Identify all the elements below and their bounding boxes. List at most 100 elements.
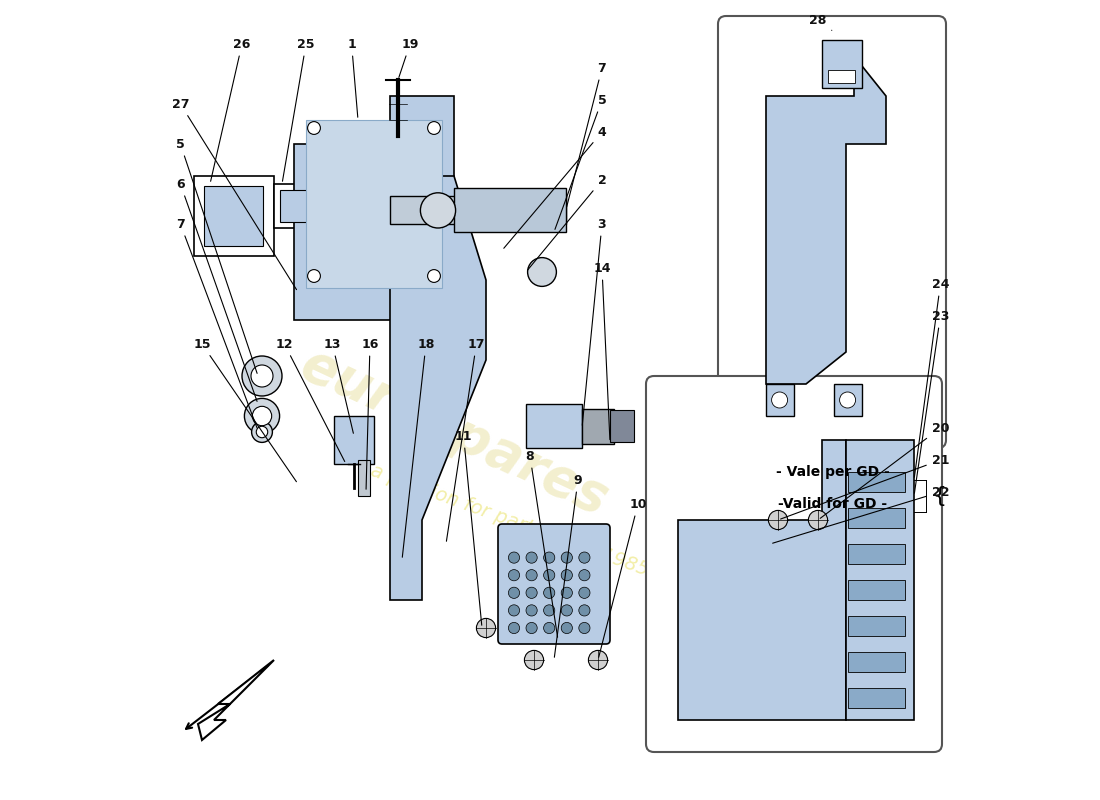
Circle shape [508,587,519,598]
Circle shape [242,356,282,396]
Circle shape [526,570,537,581]
Text: 3: 3 [582,218,606,426]
Circle shape [579,570,590,581]
Bar [828,70,855,83]
Text: 15: 15 [194,338,296,482]
Circle shape [508,622,519,634]
Bar [846,440,914,720]
Circle shape [528,258,557,286]
Circle shape [308,270,320,282]
Text: 18: 18 [403,338,434,558]
Circle shape [543,570,554,581]
Polygon shape [390,176,486,600]
Text: eurospares: eurospares [292,338,616,526]
Bar [454,188,566,232]
Circle shape [251,365,273,387]
Polygon shape [198,660,274,740]
Bar [306,120,442,288]
FancyBboxPatch shape [498,524,610,644]
Bar [848,472,905,492]
Bar [610,410,634,442]
Bar [848,616,905,636]
Circle shape [526,552,537,563]
Text: 9: 9 [554,474,582,658]
Circle shape [308,122,320,134]
Bar [334,416,374,464]
Circle shape [252,406,272,426]
Polygon shape [766,56,886,384]
Text: 10: 10 [598,498,647,658]
Circle shape [769,510,788,530]
Bar [834,384,862,416]
Text: 4: 4 [504,126,606,248]
Bar [390,196,566,224]
Bar [194,176,274,256]
Text: 24: 24 [914,278,949,478]
Bar [582,409,614,444]
Circle shape [579,587,590,598]
Circle shape [579,622,590,634]
Bar [848,652,905,672]
Text: 12: 12 [276,338,344,462]
Text: 7: 7 [566,62,606,207]
Text: -Valid for GD -: -Valid for GD - [778,497,887,511]
Text: 8: 8 [526,450,558,638]
Circle shape [526,587,537,598]
Bar [766,384,794,416]
Text: 25: 25 [283,38,315,182]
Circle shape [525,650,543,670]
Circle shape [256,426,267,438]
Circle shape [579,605,590,616]
Text: 1: 1 [348,38,358,118]
Text: 26: 26 [210,38,251,182]
Circle shape [561,587,572,598]
Text: 2: 2 [528,174,606,270]
Text: 13: 13 [323,338,353,434]
Text: 11: 11 [455,430,482,626]
Text: 17: 17 [447,338,485,542]
FancyBboxPatch shape [646,376,942,752]
Polygon shape [678,440,846,720]
Text: a passion for parts since 1985: a passion for parts since 1985 [368,461,651,579]
Text: 5: 5 [176,138,257,374]
FancyBboxPatch shape [718,16,946,448]
Circle shape [252,422,273,442]
Text: 28: 28 [810,14,832,30]
Bar [848,544,905,564]
Circle shape [561,605,572,616]
Circle shape [508,605,519,616]
Bar [848,688,905,708]
Text: - Vale per GD -: - Vale per GD - [776,465,889,479]
Circle shape [428,270,440,282]
Bar [280,190,311,222]
Circle shape [526,622,537,634]
Circle shape [543,552,554,563]
Circle shape [543,587,554,598]
Circle shape [244,398,279,434]
Text: 16: 16 [361,338,378,490]
Circle shape [543,605,554,616]
Text: 20: 20 [821,422,949,518]
Text: 14: 14 [593,262,611,440]
Text: 19: 19 [399,38,419,78]
Bar [205,186,263,246]
Polygon shape [294,96,454,320]
Circle shape [588,650,607,670]
Text: 7: 7 [176,218,257,428]
Bar [274,184,318,228]
Circle shape [579,552,590,563]
Bar [848,508,905,528]
Circle shape [839,392,856,408]
Circle shape [526,605,537,616]
Circle shape [420,193,455,228]
Circle shape [561,570,572,581]
Circle shape [543,622,554,634]
Circle shape [561,552,572,563]
Circle shape [508,570,519,581]
Text: 27: 27 [172,98,297,290]
Text: 5: 5 [556,94,606,230]
Circle shape [508,552,519,563]
Text: 22: 22 [772,486,949,543]
Bar [526,404,582,448]
Circle shape [428,122,440,134]
